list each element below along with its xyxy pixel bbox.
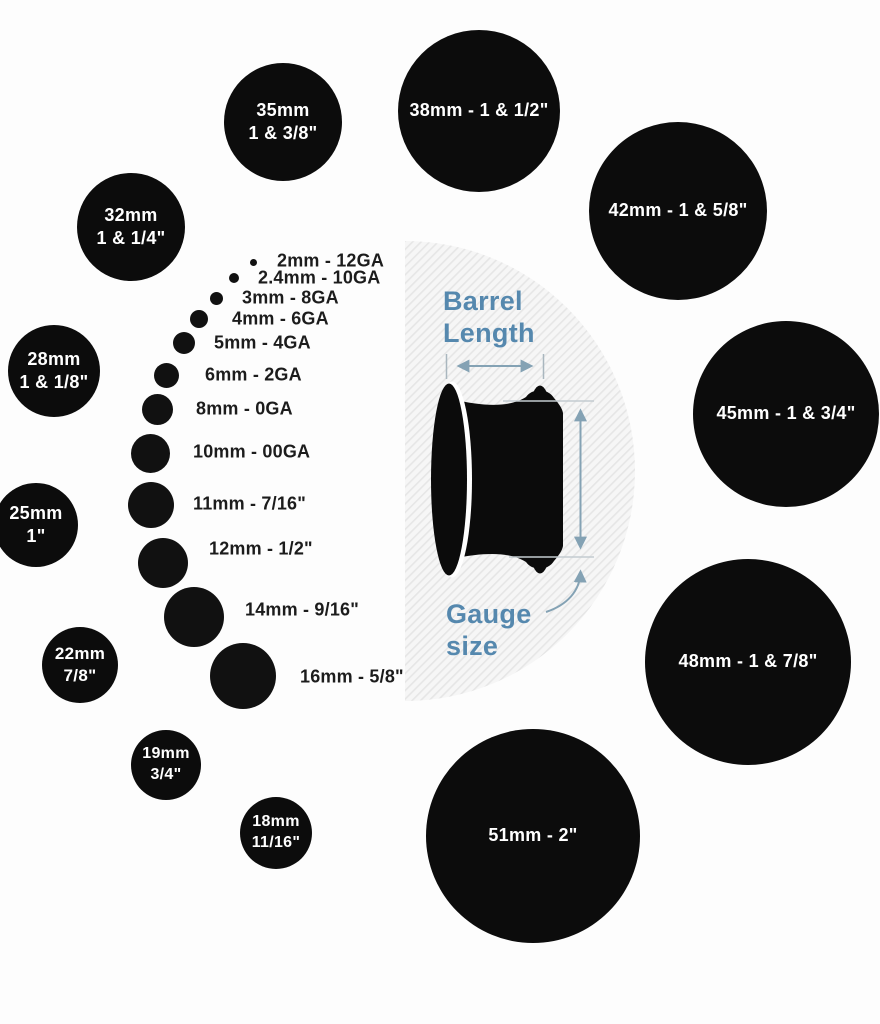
gauge-dot-label: 14mm - 9/16" — [245, 599, 359, 620]
size-circle-label-line: 22mm — [54, 643, 106, 663]
size-circle-label-line: 7/8" — [63, 666, 97, 685]
size-circle-label-line: 35mm — [256, 99, 310, 120]
size-circle: 32mm 1 & 1/4" — [77, 173, 185, 281]
gauge-dot-label: 12mm - 1/2" — [209, 538, 313, 559]
size-circle-label-line: 19mm — [142, 745, 190, 763]
size-circle: 51mm - 2" — [426, 729, 640, 943]
plug-barrel — [452, 390, 563, 569]
size-circle-label-line: 1 & 3/8" — [248, 123, 318, 143]
size-circle: 28mm 1 & 1/8" — [8, 325, 100, 417]
size-circle: 22mm 7/8" — [42, 627, 118, 703]
size-circle-label-line: 48mm - 1 & 7/8" — [678, 651, 818, 672]
size-circle-label-line: 11/16" — [251, 834, 301, 851]
size-circle-label-line: 42mm - 1 & 5/8" — [608, 200, 748, 221]
gauge-dot — [209, 291, 223, 305]
gauge-dot — [141, 393, 173, 425]
size-circle: 42mm - 1 & 5/8" — [589, 122, 767, 300]
gauge-dot — [210, 643, 276, 709]
gauge-dot-label: 2mm - 12GA — [277, 250, 385, 271]
barrel-length-label: Barrel Length — [443, 286, 535, 348]
size-circle-label-line: 1 & 1/8" — [19, 372, 89, 392]
gauge-dot-label: 2.4mm - 10GA — [258, 267, 381, 288]
gauge-dot — [128, 482, 174, 528]
gauge-dot-label: 5mm - 4GA — [214, 332, 311, 353]
size-circle: 48mm - 1 & 7/8" — [645, 559, 851, 765]
gauge-dot — [130, 433, 170, 473]
size-circle: 19mm 3/4" — [131, 730, 201, 800]
gauge-dot-label: 3mm - 8GA — [242, 287, 339, 308]
size-circle: 25mm 1" — [0, 483, 78, 567]
size-circle-label-line: 1" — [26, 526, 46, 546]
gauge-dot — [190, 310, 208, 328]
gauge-size-curved-arrow — [545, 569, 587, 613]
gauge-dot — [173, 332, 195, 354]
size-circle: 35mm 1 & 3/8" — [224, 63, 342, 181]
size-circle-label-line: 45mm - 1 & 3/4" — [716, 403, 856, 424]
gauge-dot — [229, 273, 239, 283]
size-circle-label-line: 25mm — [9, 502, 63, 523]
size-circle-label-line: 51mm - 2" — [488, 825, 578, 846]
gauge-dot-label: 16mm - 5/8" — [300, 666, 404, 687]
size-circle: 38mm - 1 & 1/2" — [398, 30, 560, 192]
plug-left-flare — [431, 383, 467, 576]
gauge-dot-label: 8mm - 0GA — [196, 398, 293, 419]
size-circle: 45mm - 1 & 3/4" — [693, 321, 879, 507]
size-circle-label-line: 1 & 1/4" — [96, 228, 166, 248]
size-circle-label-line: 38mm - 1 & 1/2" — [409, 100, 549, 121]
size-circle-label-line: 32mm — [104, 204, 158, 225]
gauge-dot-label: 6mm - 2GA — [205, 364, 302, 385]
size-circle-label-line: 18mm — [252, 813, 300, 831]
gauge-dot — [249, 258, 257, 266]
gauge-dot-label: 10mm - 00GA — [193, 441, 311, 462]
size-circle-label-line: 28mm — [27, 348, 81, 369]
size-circle-label-line: 3/4" — [150, 766, 182, 783]
gauge-dot-label: 11mm - 7/16" — [193, 493, 307, 514]
size-circle: 18mm 11/16" — [240, 797, 312, 869]
gauge-dot — [138, 538, 188, 588]
gauge-dot — [153, 362, 179, 388]
gauge-dot — [164, 587, 224, 647]
gauge-size-label: Gauge size — [446, 599, 532, 661]
gauge-dot-label: 4mm - 6GA — [232, 308, 329, 329]
